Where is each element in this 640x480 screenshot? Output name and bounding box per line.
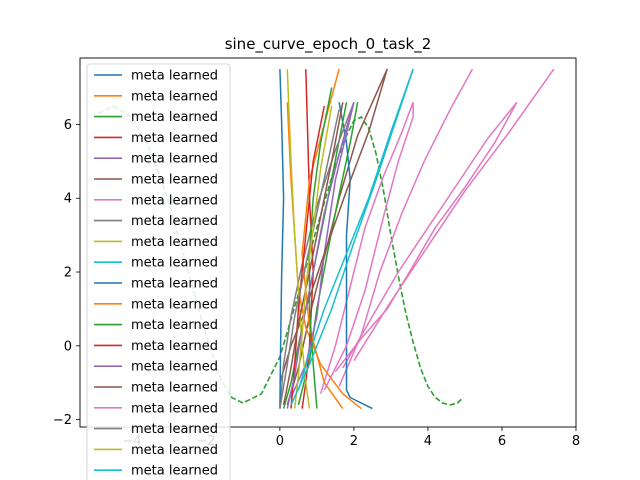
series-line-0 (338, 102, 373, 410)
legend-label: meta learned (131, 401, 218, 416)
legend-label: meta learned (131, 110, 218, 125)
plot-area (98, 68, 555, 410)
legend-label: meta learned (131, 422, 218, 437)
x-tick-label: 2 (350, 434, 358, 449)
y-axis: −2 0 2 4 6 (53, 118, 80, 428)
legend-label: meta learned (131, 256, 218, 271)
series-line-3 (301, 69, 314, 409)
series-line-6 (334, 101, 518, 373)
x-tick-label: 0 (276, 434, 284, 449)
y-tick-label: 2 (64, 266, 72, 281)
legend-label: meta learned (131, 339, 218, 354)
series-line-16 (323, 102, 414, 391)
legend-label: meta learned (131, 193, 218, 208)
legend-label: meta learned (131, 173, 218, 188)
series-line-4 (290, 102, 355, 398)
series-line-9 (297, 68, 414, 391)
axes-frame (79, 57, 577, 428)
legend-label: meta learned (131, 89, 218, 104)
extra-line-5 (297, 102, 359, 406)
series-line-5 (279, 68, 388, 383)
series-line-18 (293, 105, 333, 409)
x-tick-label: 4 (424, 434, 432, 449)
legend-label: meta learned (131, 318, 218, 333)
y-tick-label: 6 (64, 118, 72, 133)
legend-label: meta learned (131, 277, 218, 292)
legend-label: meta learned (131, 464, 218, 479)
legend-label: meta learned (131, 152, 218, 167)
series-line-15 (282, 102, 344, 406)
chart-title: sine_curve_epoch_0_task_2 (225, 35, 432, 54)
x-tick-label: 6 (498, 434, 506, 449)
legend-box (86, 63, 231, 480)
legend-label: meta learned (131, 360, 218, 375)
series-line-19 (290, 68, 414, 406)
legend-label: meta learned (131, 214, 218, 229)
extra-line-2 (342, 101, 518, 369)
series-line-8 (286, 69, 311, 409)
series-line-13 (290, 105, 326, 409)
y-tick-label: 4 (64, 192, 72, 207)
y-tick-label: −2 (53, 413, 72, 428)
series-line-10 (279, 69, 285, 409)
legend-label: meta learned (131, 297, 218, 312)
series-line-2 (282, 102, 348, 409)
legend-label: meta learned (131, 131, 218, 146)
legend-label: meta learned (131, 235, 218, 250)
legend-label: meta learned (131, 381, 218, 396)
x-tick-label: 8 (572, 434, 580, 449)
series-line-14 (286, 102, 355, 409)
y-tick-label: 0 (64, 339, 72, 354)
legend-label: meta learned (131, 69, 218, 84)
extra-line-3 (319, 102, 414, 395)
series-line-17 (279, 109, 340, 409)
legend: meta learned meta learned meta learned meta… (86, 63, 231, 480)
legend-label: meta learned (131, 443, 218, 458)
